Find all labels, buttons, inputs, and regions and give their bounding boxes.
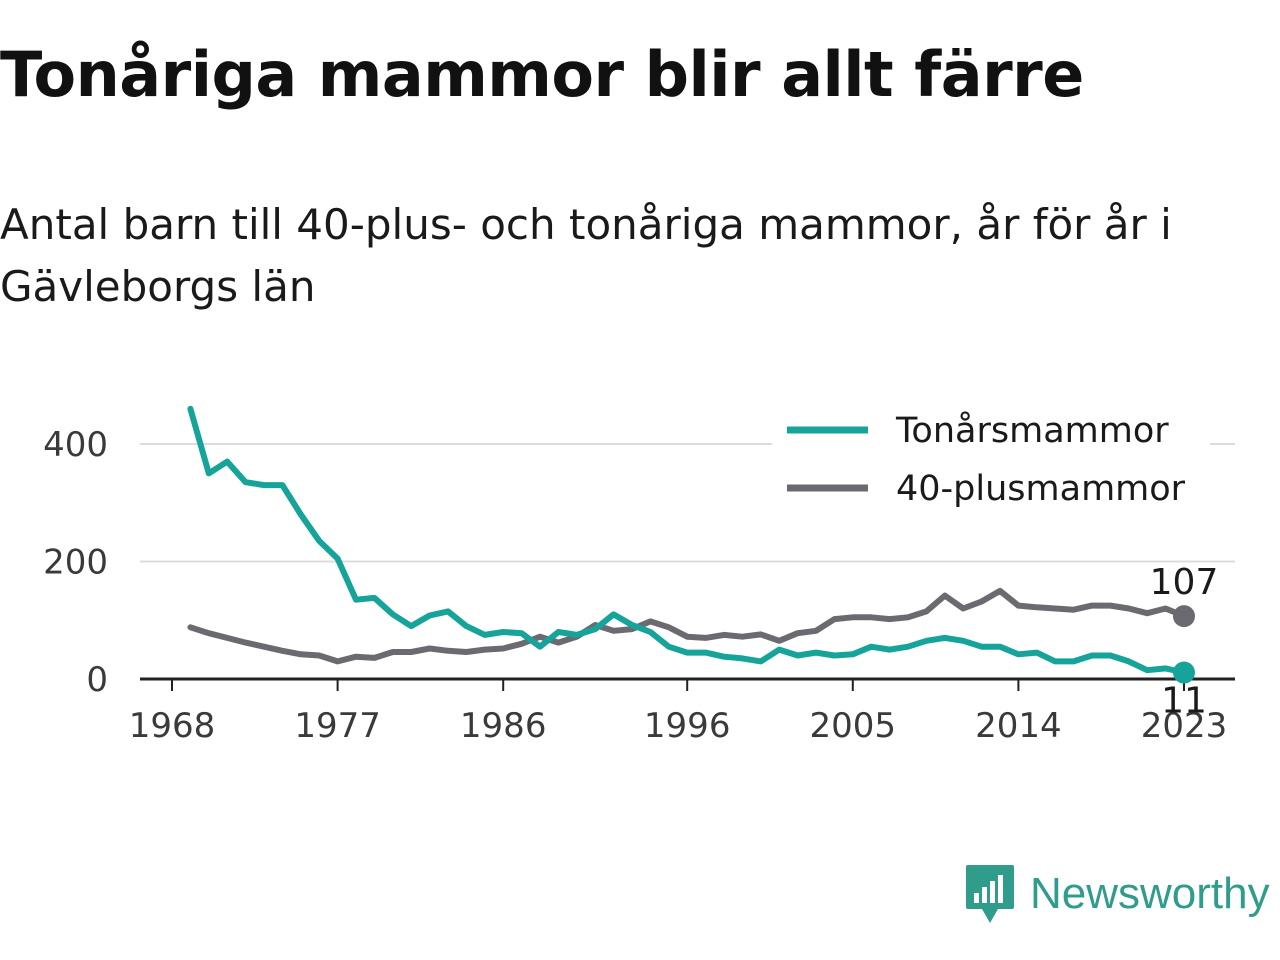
x-axis-ticks: 1968 1977 1986 1996 2005 2014 2023 (129, 679, 1228, 746)
y-tick-label: 200 (43, 543, 108, 583)
legend-label: 40-plusmammor (896, 469, 1186, 509)
x-tick-label: 1986 (460, 706, 547, 746)
brand-name: Newsworthy (1030, 869, 1270, 918)
x-tick-label: 2014 (975, 706, 1062, 746)
end-marker (1173, 605, 1195, 628)
y-tick-label: 400 (43, 425, 108, 465)
x-tick-label: 2023 (1141, 706, 1228, 746)
chart-title: Tonåriga mammor blir allt färre (0, 38, 1084, 111)
y-tick-label: 0 (86, 660, 108, 700)
end-labels: 107 11 (1150, 562, 1219, 721)
chart-subtitle: Antal barn till 40-plus- och tonåriga ma… (0, 200, 1172, 311)
legend-background (772, 406, 1210, 514)
x-tick-label: 1968 (129, 706, 216, 746)
series-line-tonarsmammor (187, 405, 1187, 676)
x-tick-label: 1996 (644, 706, 731, 746)
end-marker (1173, 661, 1195, 684)
legend-label: Tonårsmammor (895, 410, 1169, 451)
series-line-40-plusmammor (187, 587, 1187, 665)
line-chart: 0 200 400 1968 1977 1986 1996 2005 2014 2023 Ton… (43, 405, 1235, 746)
newsworthy-logo-icon (966, 865, 1014, 923)
legend: Tonårsmammor 40-plusmammor (772, 406, 1210, 514)
newsworthy-brand[interactable]: Newsworthy (964, 862, 1270, 926)
x-tick-label: 1977 (294, 706, 381, 746)
end-value-label: 11 (1161, 681, 1207, 722)
y-axis-ticks: 0 200 400 (43, 425, 108, 700)
series-lines (187, 405, 1187, 676)
x-tick-label: 2005 (810, 706, 897, 746)
end-value-label: 107 (1150, 562, 1219, 603)
